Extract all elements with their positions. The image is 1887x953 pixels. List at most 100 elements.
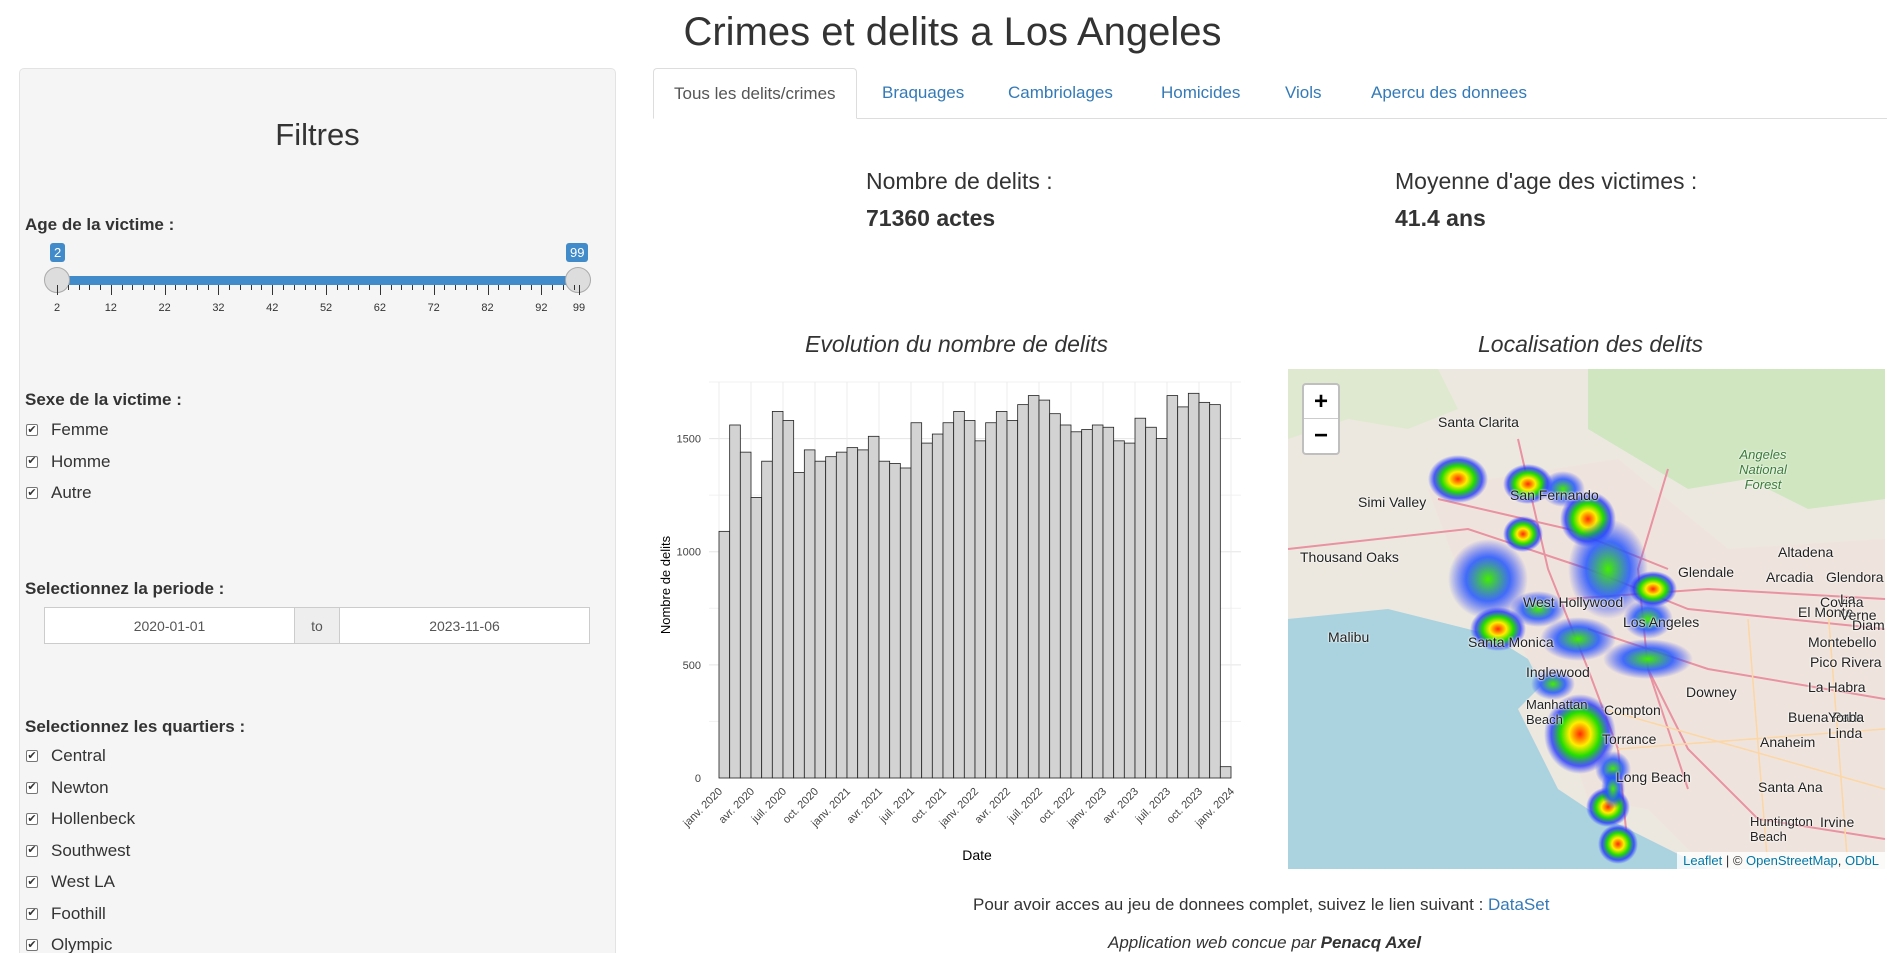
x-tick-label: janv. 2020 bbox=[681, 786, 726, 831]
slider-tick bbox=[541, 285, 543, 295]
district-checkbox[interactable]: ✔ bbox=[26, 938, 38, 951]
slider-tick bbox=[336, 285, 338, 290]
crime-count-value: 71360 actes bbox=[866, 205, 996, 231]
map-place-label: Covina bbox=[1820, 594, 1864, 610]
map-place-label: Diamond bbox=[1852, 617, 1885, 633]
district-checkbox[interactable]: ✔ bbox=[26, 749, 38, 762]
sex-checkbox[interactable]: ✔ bbox=[26, 455, 38, 468]
map-place-label: El Monte bbox=[1798, 604, 1854, 620]
zoom-out-button[interactable]: − bbox=[1313, 422, 1328, 449]
crime-heatmap[interactable]: Santa Clarita Simi Valley Thousand Oaks San… bbox=[1288, 369, 1885, 869]
district-option[interactable]: ✔ Central bbox=[26, 746, 106, 766]
bar bbox=[910, 422, 923, 779]
sex-option-label: Homme bbox=[51, 451, 111, 471]
y-tick-label: 0 bbox=[695, 773, 701, 785]
slider-tick bbox=[164, 285, 166, 295]
age-slider-max-handle[interactable] bbox=[565, 267, 591, 293]
slider-tick-label: 32 bbox=[212, 302, 225, 314]
sex-option[interactable]: ✔ Autre bbox=[26, 483, 92, 503]
sex-option[interactable]: ✔ Femme bbox=[26, 420, 109, 440]
district-option-label: Olympic bbox=[51, 935, 113, 953]
map-place-label: San Fernando bbox=[1510, 487, 1599, 503]
y-tick-label: 1000 bbox=[677, 547, 701, 559]
district-option-label: Hollenbeck bbox=[51, 809, 136, 828]
district-option-label: Central bbox=[51, 746, 106, 765]
bar bbox=[1091, 424, 1104, 779]
slider-tick bbox=[476, 285, 478, 290]
sex-label: Sexe de la victime : bbox=[25, 390, 182, 409]
district-checkbox[interactable]: ✔ bbox=[26, 812, 38, 825]
slider-tick bbox=[100, 285, 102, 290]
map-place-label: Glendale bbox=[1678, 564, 1735, 580]
bar bbox=[931, 433, 944, 779]
districts-label: Selectionnez les quartiers : bbox=[25, 717, 246, 736]
map-place-label: Manhattan Beach bbox=[1526, 697, 1588, 727]
district-option[interactable]: ✔ Foothill bbox=[26, 904, 106, 924]
map-place-label: La Habra bbox=[1808, 679, 1866, 695]
age-min-tag: 2 bbox=[50, 243, 66, 262]
tab-rapes[interactable]: Viols bbox=[1285, 83, 1322, 102]
district-checkbox[interactable]: ✔ bbox=[26, 844, 38, 857]
bar bbox=[1145, 426, 1157, 779]
slider-tick bbox=[218, 285, 220, 295]
slider-tick bbox=[239, 285, 241, 290]
district-option[interactable]: ✔ Newton bbox=[26, 778, 109, 798]
slider-tick bbox=[562, 285, 564, 290]
map-place-label: Glendora bbox=[1826, 569, 1884, 585]
slider-tick bbox=[143, 285, 145, 290]
slider-tick bbox=[67, 285, 69, 290]
dataset-notice: Pour avoir acces au jeu de donnees compl… bbox=[973, 895, 1549, 915]
date-start-input[interactable]: 2020-01-01 bbox=[44, 607, 295, 644]
bar bbox=[878, 460, 891, 779]
filters-heading: Filtres bbox=[275, 117, 360, 152]
district-checkbox[interactable]: ✔ bbox=[26, 875, 38, 888]
map-place-label: Los Angeles bbox=[1623, 614, 1700, 630]
slider-tick bbox=[465, 285, 467, 290]
dataset-link[interactable]: DataSet bbox=[1488, 895, 1550, 914]
district-option[interactable]: ✔ Olympic bbox=[26, 935, 112, 953]
district-option[interactable]: ✔ Southwest bbox=[26, 841, 130, 861]
map-zoom-control: + − bbox=[1302, 383, 1340, 455]
sex-checkbox[interactable]: ✔ bbox=[26, 423, 38, 436]
district-option[interactable]: ✔ West LA bbox=[26, 872, 115, 892]
district-option[interactable]: ✔ Hollenbeck bbox=[26, 809, 135, 829]
tab-burglaries[interactable]: Cambriolages bbox=[1008, 83, 1113, 102]
tab-homicides[interactable]: Homicides bbox=[1161, 83, 1241, 102]
slider-tick-label: 12 bbox=[104, 302, 117, 314]
slider-tick bbox=[326, 285, 328, 295]
map-place-label: Yorba Linda bbox=[1828, 709, 1865, 741]
sex-checkbox[interactable]: ✔ bbox=[26, 486, 38, 499]
map-place-label: Anaheim bbox=[1760, 734, 1816, 750]
district-option-label: Newton bbox=[51, 777, 109, 797]
tab-data-preview[interactable]: Apercu des donnees bbox=[1371, 83, 1527, 102]
osm-link[interactable]: OpenStreetMap bbox=[1746, 853, 1838, 868]
slider-tick-label: 72 bbox=[427, 302, 440, 314]
age-slider-track[interactable] bbox=[56, 276, 578, 285]
leaflet-link[interactable]: Leaflet bbox=[1683, 853, 1723, 868]
tab-robberies[interactable]: Braquages bbox=[882, 83, 965, 102]
filters-panel: Filtres bbox=[19, 68, 616, 953]
district-checkbox[interactable]: ✔ bbox=[26, 907, 38, 920]
map-place-label: La Verne bbox=[1840, 591, 1877, 623]
slider-tick bbox=[412, 285, 414, 290]
zoom-in-button[interactable]: + bbox=[1304, 385, 1338, 419]
tab-all-crimes[interactable]: Tous les delits/crimes bbox=[653, 68, 857, 119]
odbl-link[interactable]: ODbL bbox=[1845, 853, 1879, 868]
bar bbox=[1049, 413, 1061, 779]
sex-option[interactable]: ✔ Homme bbox=[26, 452, 111, 472]
district-checkbox[interactable]: ✔ bbox=[26, 781, 38, 794]
map-place-label: Santa Ana bbox=[1758, 779, 1823, 795]
bar bbox=[750, 497, 763, 779]
bar bbox=[1070, 431, 1083, 779]
date-end-input[interactable]: 2023-11-06 bbox=[339, 607, 590, 644]
bar bbox=[921, 442, 933, 779]
y-axis-label: Nombre de delits bbox=[658, 535, 673, 634]
slider-tick-label: 62 bbox=[373, 302, 386, 314]
slider-tick bbox=[250, 285, 252, 290]
map-place-label: Huntington Beach bbox=[1750, 814, 1813, 844]
bar bbox=[1219, 766, 1232, 779]
map-place-label: Santa Monica bbox=[1468, 634, 1554, 650]
slider-tick bbox=[57, 285, 58, 295]
bar-chart-title: Evolution du nombre de delits bbox=[805, 331, 1109, 357]
